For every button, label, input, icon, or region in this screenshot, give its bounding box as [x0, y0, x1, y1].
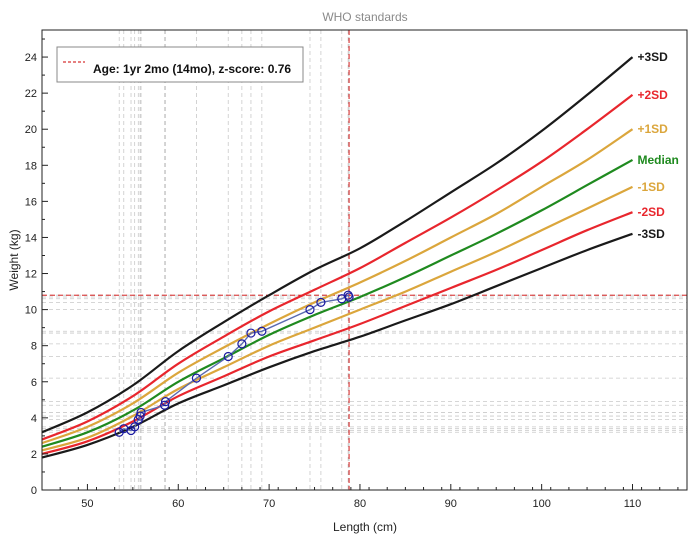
y-tick-label: 2 [31, 449, 37, 461]
patient-line [118, 294, 350, 433]
patient-point [246, 328, 256, 338]
series-label: +2SD [637, 88, 668, 102]
series-line [41, 211, 633, 455]
x-tick-label: 110 [624, 498, 642, 510]
y-tick-label: 4 [31, 413, 37, 425]
series-line [41, 232, 633, 459]
y-tick-label: 0 [31, 485, 37, 497]
legend: Age: 1yr 2mo (14mo), z-score: 0.76 [56, 46, 304, 83]
plot-frame [41, 29, 688, 491]
y-tick-label: 20 [25, 124, 37, 136]
series-label: +3SD [637, 50, 668, 64]
x-tick-label: 100 [532, 498, 550, 510]
x-tick-label: 90 [445, 498, 457, 510]
y-tick-label: 12 [25, 269, 37, 281]
patient-point [191, 373, 202, 383]
y-axis-label: Weight (kg) [7, 229, 21, 290]
patient-point [135, 411, 145, 421]
x-tick-label: 50 [81, 498, 93, 510]
x-tick-label: 60 [172, 498, 184, 510]
patient-measurements [114, 290, 354, 437]
x-tick-label: 70 [263, 498, 275, 510]
x-tick-label: 80 [354, 498, 366, 510]
series-label: Median [637, 153, 678, 167]
y-tick-label: 18 [25, 160, 37, 172]
patient-point [160, 397, 171, 407]
patient-point [237, 339, 247, 349]
series-label: -1SD [637, 180, 665, 194]
patient-point [160, 400, 170, 410]
patient-point [223, 351, 233, 362]
series-line [41, 158, 634, 448]
x-axis-label: Length (cm) [333, 520, 397, 534]
patient-point [257, 326, 267, 336]
y-tick-label: 22 [25, 88, 37, 100]
series-line [41, 56, 634, 434]
patient-point [316, 297, 326, 307]
legend-box [56, 46, 304, 83]
grid-layer [42, 30, 687, 490]
patient-point [130, 422, 140, 432]
series-label: -2SD [637, 205, 665, 219]
y-tick-label: 14 [25, 232, 37, 244]
series-line [41, 128, 634, 445]
chart-title: WHO standards [322, 10, 407, 24]
series-label: +1SD [637, 122, 668, 136]
patient-point [305, 305, 315, 315]
y-tick-label: 10 [25, 305, 37, 317]
legend-text: Age: 1yr 2mo (14mo), z-score: 0.76 [93, 62, 291, 76]
percentile-lines [41, 56, 634, 459]
patient-point [344, 292, 354, 302]
y-tick-label: 8 [31, 341, 37, 353]
y-tick-label: 24 [25, 52, 37, 64]
patient-point [136, 407, 146, 418]
y-tick-label: 6 [31, 377, 37, 389]
series-line [41, 94, 634, 441]
y-tick-label: 16 [25, 196, 37, 208]
series-label: -3SD [637, 227, 665, 241]
series-labels: +3SD +2SD +1SD Median -1SD -2SD -3SD [637, 50, 678, 241]
